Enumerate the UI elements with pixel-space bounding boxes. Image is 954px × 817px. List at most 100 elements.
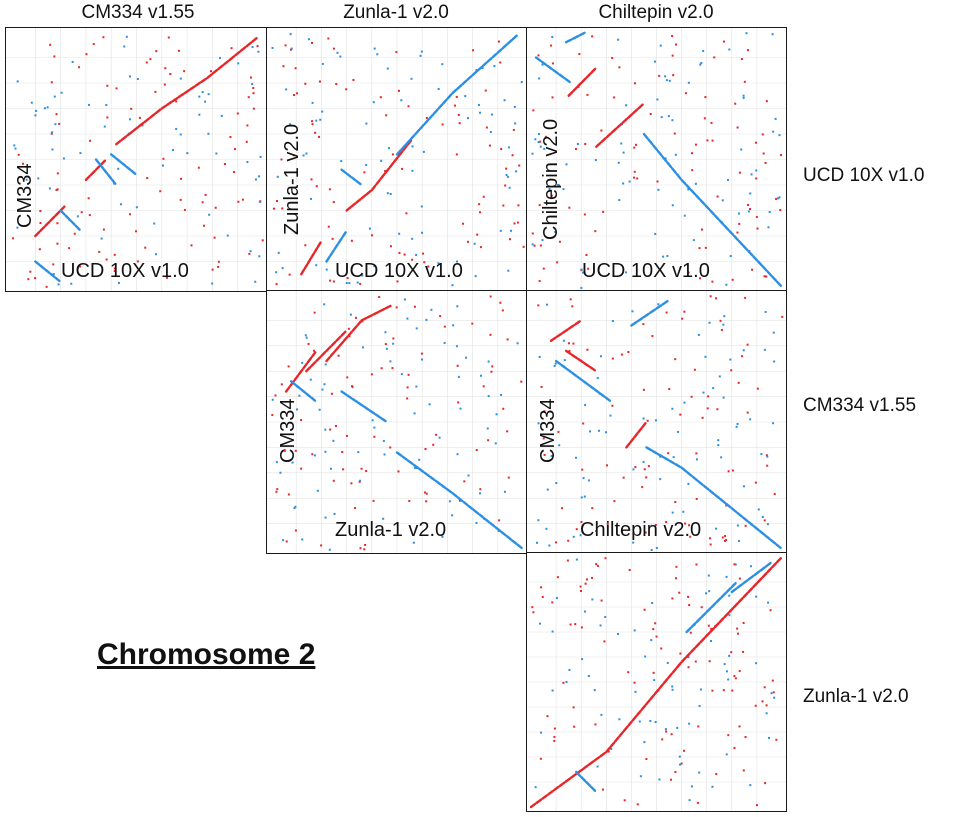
reverse-alignment-dash [656, 150, 663, 157]
forward-alignment-dash [94, 164, 102, 171]
noise-point [569, 298, 572, 301]
noise-point [457, 375, 460, 378]
noise-point [294, 505, 297, 508]
forward-alignment-dash [177, 92, 185, 99]
reverse-alignment-dash [440, 483, 447, 490]
noise-point [694, 660, 697, 663]
noise-point [544, 135, 547, 138]
reverse-alignment-dash [554, 359, 562, 366]
reverse-alignment-dash [695, 617, 702, 624]
noise-point [102, 228, 105, 231]
reverse-alignment-dash [720, 592, 727, 599]
reverse-alignment-dash [574, 770, 582, 777]
noise-point [531, 232, 534, 235]
noise-point [507, 146, 510, 149]
reverse-alignment-dash [483, 517, 491, 524]
noise-point [391, 367, 394, 370]
noise-point [328, 548, 331, 551]
reverse-alignment-dash [769, 538, 777, 545]
noise-point [149, 58, 152, 61]
noise-point [418, 458, 421, 461]
noise-point [585, 578, 588, 581]
noise-point [247, 96, 250, 99]
noise-point [546, 715, 549, 718]
forward-alignment-dash [315, 356, 322, 363]
reverse-alignment-dash [700, 612, 707, 619]
noise-point [701, 228, 704, 231]
noise-point [363, 171, 366, 174]
noise-point [358, 480, 361, 483]
forward-alignment-dash [595, 141, 602, 148]
noise-point [490, 113, 493, 116]
noise-point [500, 393, 503, 396]
noise-point [198, 95, 201, 98]
reverse-alignment-dash [736, 511, 743, 518]
noise-point [226, 234, 229, 237]
noise-point [346, 277, 349, 280]
forward-alignment-dash [631, 715, 638, 722]
noise-point [765, 275, 768, 278]
noise-point [300, 419, 303, 422]
noise-point [533, 244, 536, 247]
noise-point [489, 131, 492, 134]
forward-alignment-dash [689, 647, 696, 654]
reverse-alignment-dash [94, 158, 101, 165]
noise-point [607, 750, 610, 753]
noise-point [584, 142, 587, 145]
noise-point [708, 321, 711, 324]
noise-point [766, 455, 769, 458]
noise-point [725, 504, 728, 507]
noise-point [395, 306, 398, 309]
noise-point [661, 738, 664, 741]
reverse-alignment-dash [350, 176, 357, 182]
noise-point [420, 205, 423, 208]
noise-point [288, 273, 291, 276]
noise-point [709, 537, 712, 540]
noise-point [455, 95, 458, 98]
noise-point [304, 82, 307, 85]
noise-point [87, 103, 90, 106]
noise-point [643, 608, 646, 611]
noise-point [652, 628, 655, 631]
noise-point [400, 99, 403, 102]
noise-point [771, 33, 774, 36]
noise-point [772, 331, 775, 334]
noise-point [376, 53, 379, 56]
noise-point [271, 414, 274, 417]
reverse-alignment-dash [461, 79, 468, 86]
noise-point [448, 500, 451, 503]
noise-point [581, 468, 584, 471]
noise-point [736, 627, 739, 630]
reverse-alignment-dash [661, 155, 668, 163]
reverse-alignment-dash [406, 459, 414, 465]
noise-point [305, 152, 308, 155]
noise-point [275, 271, 278, 274]
forward-alignment-dash [680, 657, 687, 664]
reverse-alignment-dash [337, 237, 343, 245]
noise-point [595, 530, 598, 533]
noise-point [540, 385, 543, 388]
reverse-alignment-dash [428, 113, 435, 120]
noise-point [717, 439, 720, 442]
noise-point [102, 36, 105, 39]
noise-point [506, 338, 509, 341]
noise-point [584, 582, 587, 585]
noise-point [734, 563, 737, 566]
forward-alignment-dash [183, 89, 191, 95]
noise-point [767, 601, 770, 604]
noise-point [321, 388, 324, 391]
noise-point [632, 176, 635, 179]
noise-point [92, 43, 95, 46]
noise-point [698, 247, 701, 250]
reverse-alignment-dash [345, 172, 352, 178]
noise-point [507, 269, 510, 272]
noise-point [748, 208, 751, 211]
forward-alignment-dash [115, 139, 122, 146]
noise-point [373, 426, 376, 429]
noise-point [324, 363, 327, 366]
forward-alignment-dash [189, 85, 196, 91]
reverse-alignment-dash [64, 214, 71, 221]
noise-point [674, 771, 677, 774]
forward-alignment-dash [378, 307, 386, 313]
noise-point [342, 468, 345, 471]
